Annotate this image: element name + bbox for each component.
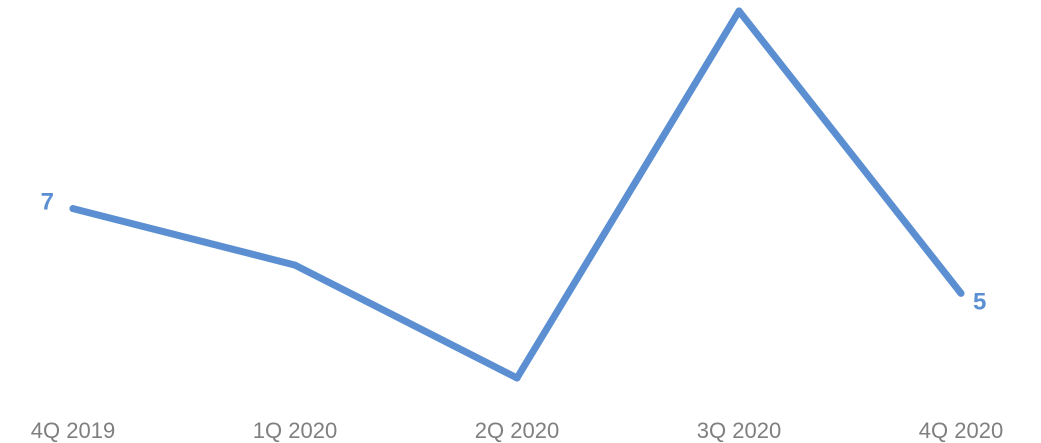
x-tick-label-1q-2020: 1Q 2020 <box>253 418 337 443</box>
x-tick-label-3q-2020: 3Q 2020 <box>697 418 781 443</box>
line-layer <box>69 7 965 382</box>
data-point-1q-2020 <box>291 261 299 269</box>
x-tick-label-4q-2019: 4Q 2019 <box>31 418 115 443</box>
x-tick-label-2q-2020: 2Q 2020 <box>475 418 559 443</box>
data-point-4q-2020 <box>957 289 965 297</box>
data-point-layer <box>69 7 965 382</box>
data-point-4q-2019 <box>69 205 77 213</box>
x-axis: 4Q 2019 1Q 2020 2Q 2020 3Q 2020 4Q 2020 <box>31 418 1003 443</box>
x-tick-label-4q-2020: 4Q 2020 <box>919 418 1003 443</box>
series-line <box>69 7 965 382</box>
data-label-layer: 75 <box>41 189 987 316</box>
data-label-4q-2020: 5 <box>973 288 986 315</box>
data-point-2q-2020 <box>513 374 521 382</box>
data-point-3q-2020 <box>735 7 743 15</box>
data-label-4q-2019: 7 <box>41 189 54 216</box>
